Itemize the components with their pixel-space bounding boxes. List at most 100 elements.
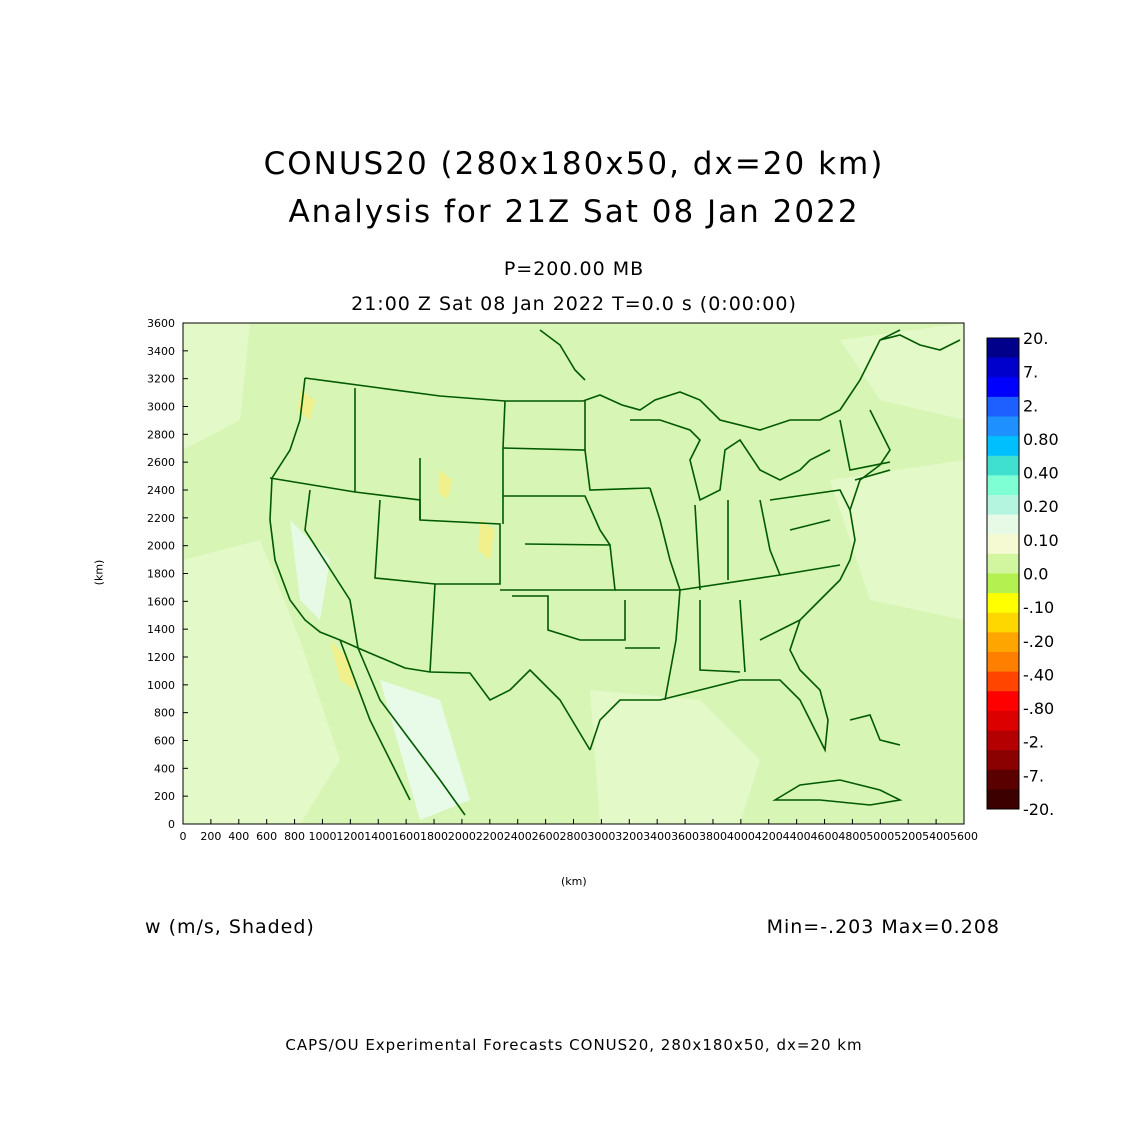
analysis-time-title: Analysis for 21Z Sat 08 Jan 2022: [288, 194, 860, 230]
y-axis-label: (km): [92, 559, 106, 586]
y-tick-label: 1800: [147, 568, 175, 581]
colorbar-label: -.10: [1023, 598, 1054, 617]
colorbar-swatch: [987, 475, 1019, 496]
x-tick-label: 4000: [727, 830, 755, 843]
y-tick-label: 2000: [147, 540, 175, 553]
colorbar-label: 0.40: [1023, 464, 1059, 483]
colorbar-swatch: [987, 710, 1019, 731]
map-title: CONUS20 (280x180x50, dx=20 km): [263, 146, 885, 182]
x-tick-label: 5200: [894, 830, 922, 843]
y-tick-label: 0: [168, 818, 175, 831]
y-tick-label: 3000: [147, 401, 175, 414]
colorbar-swatch: [987, 769, 1019, 790]
colorbar-swatch: [987, 338, 1019, 359]
credit-line: CAPS/OU Experimental Forecasts CONUS20, …: [285, 1036, 863, 1054]
x-tick-label: 2600: [532, 830, 560, 843]
colorbar-swatch: [987, 534, 1019, 555]
x-tick-label: 3800: [699, 830, 727, 843]
y-tick-label: 800: [154, 707, 175, 720]
colorbar-swatch: [987, 495, 1019, 516]
x-tick-label: 1600: [392, 830, 420, 843]
min-max-values: Min=-.203 Max=0.208: [766, 916, 1000, 938]
x-tick-label: 2800: [560, 830, 588, 843]
colorbar-swatch: [987, 652, 1019, 673]
x-tick-label: 400: [228, 830, 249, 843]
colorbar-swatch: [987, 750, 1019, 771]
x-tick-label: 4600: [811, 830, 839, 843]
colorbar-label: -.40: [1023, 665, 1054, 684]
y-tick-label: 3400: [147, 345, 175, 358]
x-tick-label: 1200: [336, 830, 364, 843]
x-tick-label: 2200: [476, 830, 504, 843]
colorbar-swatch: [987, 612, 1019, 633]
y-tick-label: 400: [154, 762, 175, 775]
colorbar-swatch: [987, 377, 1019, 398]
colorbar-label: -.20: [1023, 632, 1054, 651]
colorbar-label: 0.0: [1023, 565, 1048, 584]
colorbar-swatch: [987, 357, 1019, 378]
colorbar-label: 0.10: [1023, 531, 1059, 550]
colorbar-label: 0.20: [1023, 497, 1059, 516]
x-tick-label: 1800: [420, 830, 448, 843]
x-tick-label: 5600: [950, 830, 978, 843]
x-tick-label: 3400: [643, 830, 671, 843]
colorbar-label: 2.: [1023, 396, 1038, 415]
x-tick-label: 3000: [587, 830, 615, 843]
colorbar-swatch: [987, 593, 1019, 614]
colorbar-label: -2.: [1023, 733, 1044, 752]
x-tick-label: 1000: [308, 830, 336, 843]
colorbar-label: -20.: [1023, 800, 1054, 819]
x-axis-ticks: 0 200 400 600 800 1000 1200 1400 1600 1800 2000 220…: [180, 819, 978, 843]
x-tick-label: 2400: [504, 830, 532, 843]
colorbar-swatch: [987, 416, 1019, 437]
y-tick-label: 1200: [147, 651, 175, 664]
x-tick-label: 0: [180, 830, 187, 843]
colorbar-label: -7.: [1023, 766, 1044, 785]
colorbar-swatch: [987, 632, 1019, 653]
colorbar-swatch: [987, 730, 1019, 751]
x-tick-label: 3200: [615, 830, 643, 843]
colorbar-swatch: [987, 553, 1019, 574]
x-tick-label: 3600: [671, 830, 699, 843]
shaded-field: [183, 323, 964, 824]
x-tick-label: 1400: [364, 830, 392, 843]
x-tick-label: 200: [200, 830, 221, 843]
y-tick-label: 600: [154, 735, 175, 748]
colorbar-swatch: [987, 396, 1019, 417]
colorbar-swatch: [987, 573, 1019, 594]
colorbar-swatch: [987, 514, 1019, 535]
y-tick-label: 1400: [147, 623, 175, 636]
colorbar-swatch: [987, 436, 1019, 457]
colorbar-swatch: [987, 789, 1019, 810]
pressure-level: P=200.00 MB: [503, 258, 645, 280]
colorbar: 20. 7. 2. 0.80 0.40 0.20 0.10 0.0 -.10 -.20 -.40 -.…: [986, 329, 1059, 819]
colorbar-label: 7.: [1023, 363, 1038, 382]
colorbar-swatch: [987, 671, 1019, 692]
y-tick-label: 1000: [147, 679, 175, 692]
x-axis-label: (km): [561, 875, 587, 888]
colorbar-swatch: [987, 691, 1019, 712]
y-tick-label: 3600: [147, 317, 175, 330]
x-tick-label: 5400: [922, 830, 950, 843]
y-tick-label: 2600: [147, 456, 175, 469]
x-tick-label: 4400: [783, 830, 811, 843]
x-tick-label: 5000: [866, 830, 894, 843]
y-tick-label: 2200: [147, 512, 175, 525]
valid-time: 21:00 Z Sat 08 Jan 2022 T=0.0 s (0:00:00…: [351, 293, 797, 315]
y-tick-label: 2400: [147, 484, 175, 497]
colorbar-label: 0.80: [1023, 430, 1059, 449]
x-tick-label: 800: [284, 830, 305, 843]
political-boundaries: [269, 329, 961, 816]
x-tick-label: 600: [256, 830, 277, 843]
field-description: w (m/s, Shaded): [145, 916, 315, 938]
colorbar-label: 20.: [1023, 329, 1048, 348]
y-tick-label: 200: [154, 790, 175, 803]
x-tick-label: 4800: [838, 830, 866, 843]
y-axis-ticks: 0 200 400 600 800 1000 1200 1400 1600 1800 2000 220…: [147, 317, 188, 831]
y-tick-label: 1600: [147, 595, 175, 608]
y-tick-label: 2800: [147, 428, 175, 441]
x-tick-label: 2000: [448, 830, 476, 843]
x-tick-label: 4200: [755, 830, 783, 843]
colorbar-label: -.80: [1023, 699, 1054, 718]
